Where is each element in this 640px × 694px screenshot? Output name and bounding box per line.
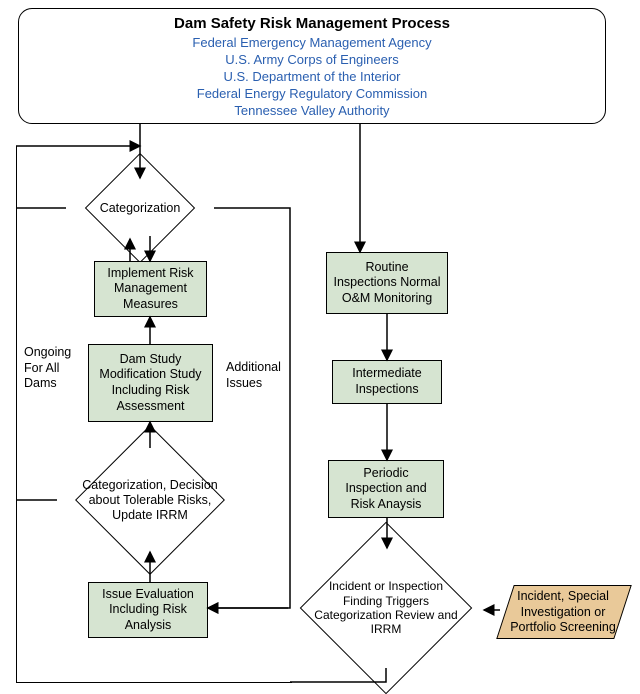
label-tolerable: Categorization, Decision about Tolerable… [55, 448, 245, 552]
node-intermediate: Intermediate Inspections [332, 360, 442, 404]
node-issueeval: Issue Evaluation Including Risk Analysis [88, 582, 208, 638]
node-categorization: Categorization [65, 180, 215, 236]
label-periodic: Periodic Inspection and Risk Anaysis [335, 466, 437, 513]
node-implement: Implement Risk Management Measures [94, 261, 207, 317]
node-tolerable: Categorization, Decision about Tolerable… [55, 448, 245, 552]
node-incident: Incident or Inspection Finding Triggers … [286, 548, 486, 668]
label-incident: Incident or Inspection Finding Triggers … [286, 548, 486, 668]
node-routine: Routine Inspections Normal O&M Monitorin… [326, 252, 448, 314]
label-intermediate: Intermediate Inspections [339, 366, 435, 397]
header-box: Dam Safety Risk Management Process Feder… [18, 8, 606, 124]
label-damstudy: Dam Study Modification Study Including R… [95, 352, 206, 415]
header-title: Dam Safety Risk Management Process [27, 15, 597, 32]
label-incident-input: Incident, Special Investigation or Portf… [498, 589, 628, 636]
label-ongoing: Ongoing For All Dams [24, 345, 71, 392]
header-connectors [140, 124, 360, 140]
label-routine: Routine Inspections Normal O&M Monitorin… [333, 260, 441, 307]
header-org-0: Federal Emergency Management Agency [27, 35, 597, 52]
canvas: Dam Safety Risk Management Process Feder… [0, 0, 640, 690]
frame-left [16, 146, 17, 682]
header-org-4: Tennessee Valley Authority [27, 103, 597, 120]
label-additional: Additional Issues [226, 360, 281, 391]
label-categorization: Categorization [65, 180, 215, 236]
node-periodic: Periodic Inspection and Risk Anaysis [328, 460, 444, 518]
label-issueeval: Issue Evaluation Including Risk Analysis [95, 587, 201, 634]
node-damstudy: Dam Study Modification Study Including R… [88, 344, 213, 422]
header-org-1: U.S. Army Corps of Engineers [27, 52, 597, 69]
header-org-2: U.S. Department of the Interior [27, 69, 597, 86]
header-org-3: Federal Energy Regulatory Commission [27, 86, 597, 103]
label-implement: Implement Risk Management Measures [101, 266, 200, 313]
frame-bottom [16, 682, 292, 683]
